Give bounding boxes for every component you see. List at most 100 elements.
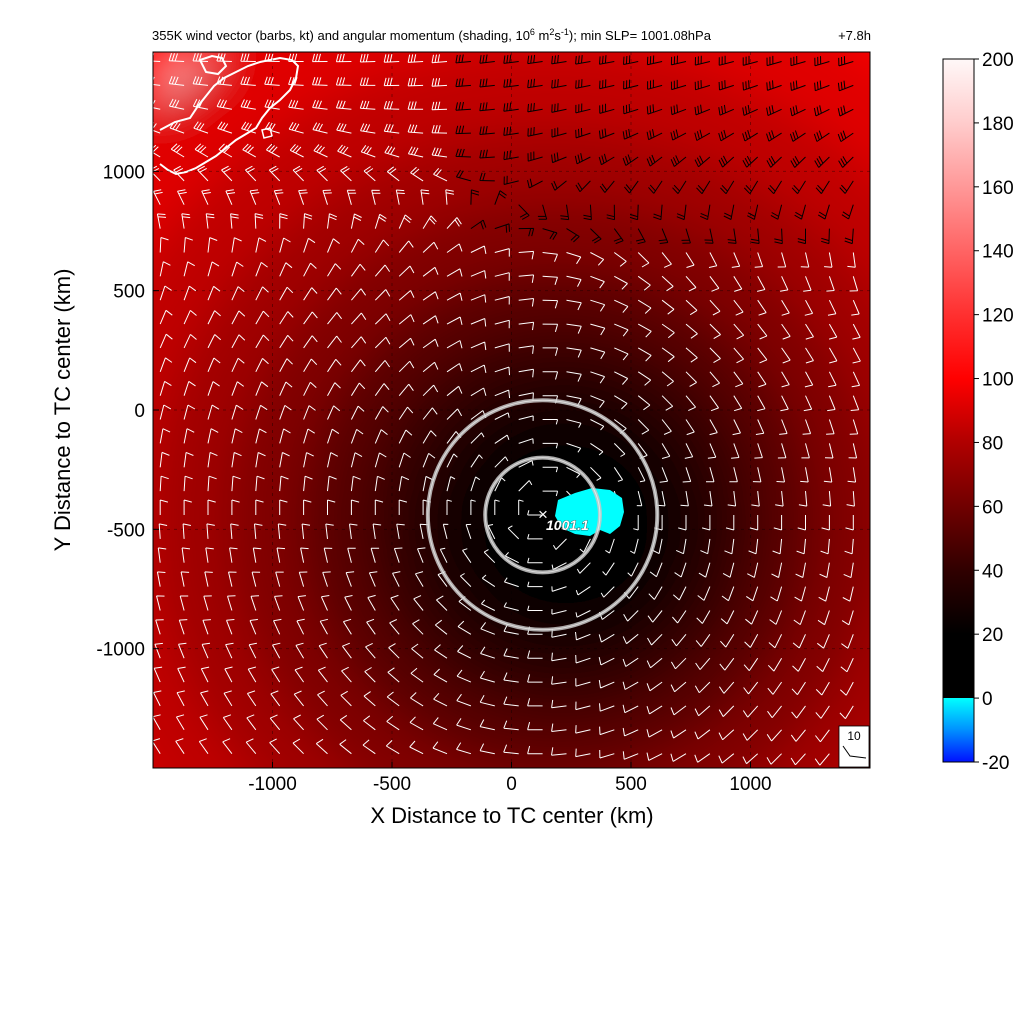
wind-barb [231,381,244,396]
colorbar-tick-label: 60 [982,497,1003,518]
wind-barb [434,619,448,635]
wind-barb [757,347,768,364]
wind-barb [814,753,830,766]
wind-barb [398,406,414,420]
wind-barb [446,217,462,229]
wind-barb [288,99,304,110]
wind-barb [622,657,639,667]
radius-circles [425,398,660,632]
wind-barb [431,147,448,158]
wind-barb [841,610,854,626]
wind-barb [175,714,185,731]
wind-barb [470,219,487,230]
wind-barb [411,643,424,659]
wind-barb [276,547,286,563]
wind-barb [481,599,496,611]
wind-barb [159,404,172,420]
wind-barb [255,261,268,277]
wind-barb [456,669,472,683]
wind-barb [207,261,220,277]
wind-barb [814,80,830,92]
wind-barb [288,76,304,86]
wind-barb [350,452,363,468]
wind-barb [303,213,313,229]
wind-barb [527,126,543,137]
wind-barb [827,299,837,316]
wind-barb [742,55,758,66]
wind-barb [824,443,834,459]
wind-barb [709,276,720,292]
wind-barb [446,340,463,349]
wind-barb [288,122,304,134]
wind-barb [670,729,687,739]
wind-barb [551,180,567,191]
wind-barb [722,562,735,578]
x-tick-label: 500 [615,774,647,795]
wind-barb [182,523,192,539]
wind-barb [298,189,308,205]
wind-barb [814,56,830,67]
wind-barb [231,334,246,349]
wind-barb [818,586,830,602]
wind-barb [327,213,337,229]
wind-barb [720,180,735,195]
wind-barb [803,276,812,292]
wind-barb [661,252,672,268]
wind-barb [269,714,281,731]
wind-barb [813,105,830,117]
wind-barb [231,428,243,444]
wind-barb [590,371,606,384]
wind-barb [527,605,543,611]
wind-barb [350,428,364,444]
wind-barb [350,499,360,515]
wind-barb [623,55,639,65]
wind-barb [781,299,790,316]
wind-barb [749,515,759,531]
wind-barb [255,499,264,515]
wind-barb [551,723,567,732]
wind-barb [350,475,361,492]
wind-barb [518,204,530,220]
wind-barb [176,690,185,707]
wind-barb [387,667,400,683]
wind-barb [446,408,463,420]
wind-barb [537,204,548,220]
wind-barb [153,690,162,707]
wind-barb [193,121,209,134]
wind-barb [767,180,783,195]
wind-barb [494,456,509,468]
wind-barb [796,538,806,555]
wind-barb [599,180,615,193]
wind-barb [422,315,439,325]
wind-barb [374,383,390,396]
wind-barb [245,738,257,755]
wind-barb [224,666,233,683]
wind-barb [720,610,735,625]
wind-barb [255,334,270,349]
wind-barb [551,652,567,662]
wind-barb [599,726,615,736]
wind-barb [293,714,304,731]
wind-barb [202,619,211,635]
wind-barb [183,334,197,349]
wind-barb [327,428,340,444]
wind-barb [755,419,765,435]
wind-barb [624,180,639,194]
wind-barb [503,577,519,588]
wind-barb [623,79,639,90]
wind-barb [363,691,376,707]
wind-barb [852,323,861,340]
wind-barb [847,252,856,268]
wind-barb [177,666,186,683]
colorbar-tick-label: 200 [982,50,1014,71]
wind-barb [766,105,782,117]
wind-barb [207,285,221,301]
wind-barb [816,657,830,672]
wind-barb [368,571,378,587]
wind-barb [255,286,269,301]
wind-barb [767,657,783,672]
wind-barb [504,551,519,564]
wind-barb [748,538,759,555]
wind-barb [422,407,438,420]
wind-barb [240,53,256,62]
